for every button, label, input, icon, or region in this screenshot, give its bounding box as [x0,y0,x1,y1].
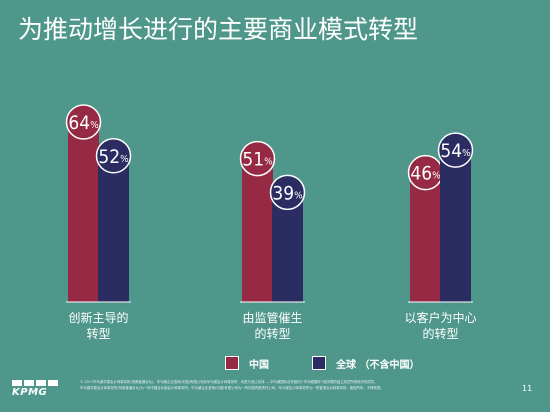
value-bubble-global-0 [95,138,132,174]
bar-global-1 [272,192,303,302]
value-label-global-0: 52% [98,146,129,168]
footer-disclaimer: © 2017毕马威华振会计师事务所(特殊普通合伙)、毕马威企业咨询(中国)有限公… [80,379,480,391]
category-label-0: 转型 [86,326,110,341]
category-label-2: 的转型 [422,326,458,341]
bar-global-2 [440,150,471,302]
value-label-china-2: 46% [410,163,441,185]
value-bubble-china-1 [239,140,276,177]
value-label-global-1: 39% [272,182,303,204]
category-label-2: 以客户为中心 [404,310,476,325]
legend-item-global: 全球 （不含中国） [312,355,419,371]
category-label-1: 由监管催生 [242,310,302,325]
value-bubble-china-0 [65,104,102,140]
bar-china-0 [68,122,99,302]
legend-swatch-global [312,356,326,370]
value-label-global-2: 54% [440,140,471,162]
bar-china-1 [242,158,273,302]
legend-label-china: 中国 [249,359,269,371]
value-label-china-0: 64% [68,112,99,134]
footer-line: © 2017毕马威华振会计师事务所(特殊普通合伙)、毕马威企业咨询(中国)有限公… [80,380,378,384]
category-label-0: 创新主导的 [68,310,128,325]
value-label-china-1: 51% [242,149,273,171]
page-number: 11 [522,384,533,393]
kpmg-logo: KPMG [12,380,72,399]
legend-item-china: 中国 [225,355,269,371]
legend-swatch-china [225,356,239,370]
slide-title: 为推动增长进行的主要商业模式转型 [18,15,419,44]
legend-label-global: 全球 （不含中国） [336,359,420,371]
footer-line: 毕马威华振会计师事务所(特殊普通合伙)为一所中国合伙制会计师事务所；毕马威企业咨… [80,386,384,390]
kpmg-logo-text: KPMG [12,387,48,398]
category-label-1: 的转型 [254,326,290,341]
bar-china-2 [410,172,441,302]
bar-global-0 [98,155,129,302]
value-bubble-global-2 [437,132,474,168]
kpmg-logo-mark [12,380,72,386]
value-bubble-global-1 [269,174,306,211]
